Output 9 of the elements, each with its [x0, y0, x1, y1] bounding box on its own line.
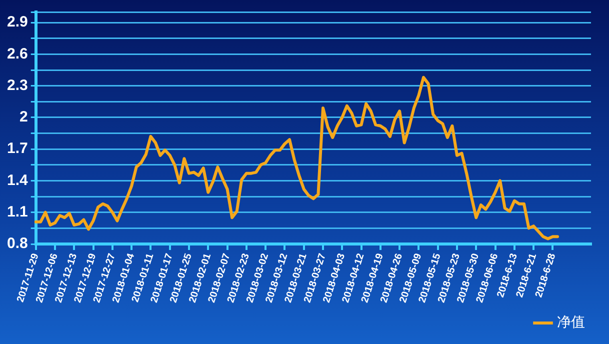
y-tick-label: 2 — [20, 108, 28, 126]
y-tick-label: 1.4 — [6, 172, 28, 189]
legend-label: 净值 — [557, 314, 585, 331]
y-tick-label: 2.6 — [6, 45, 28, 62]
y-tick-label: 2.3 — [6, 76, 28, 94]
y-tick-label: 1.7 — [6, 140, 28, 158]
y-tick-label: 2.9 — [6, 14, 28, 31]
y-tick-label: 1.1 — [6, 204, 28, 221]
y-tick-label: 0.8 — [6, 235, 28, 252]
